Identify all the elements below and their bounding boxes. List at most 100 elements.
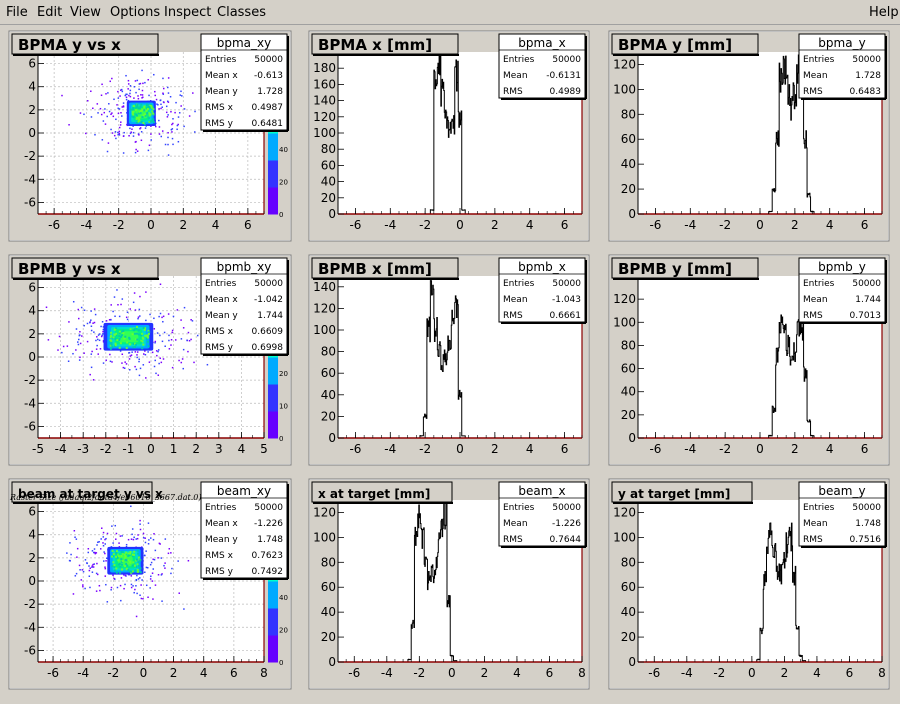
- scatter-point: [120, 88, 123, 91]
- scatter-point: [135, 579, 138, 582]
- heat-cell: [150, 105, 153, 108]
- scatter-point: [137, 95, 139, 97]
- scatter-point: [84, 587, 86, 590]
- heat-cell: [152, 112, 155, 115]
- scatter-point: [170, 572, 172, 575]
- scatter-point: [159, 543, 161, 545]
- scatter-point: [118, 130, 121, 133]
- scatter-point: [139, 577, 141, 579]
- scatter-point: [151, 572, 154, 574]
- y-tick-label: 100: [313, 323, 336, 337]
- scatter-point: [171, 366, 174, 369]
- pad-bpma_x[interactable]: -6-4-20246020406080100120140160180200BPM…: [308, 30, 590, 242]
- menu-edit[interactable]: Edit: [37, 5, 63, 20]
- x-tick-label: -2: [107, 666, 119, 680]
- menu-help[interactable]: Help: [869, 5, 899, 20]
- scatter-point: [162, 358, 165, 360]
- heat-cell: [137, 333, 140, 336]
- heat-cell: [110, 343, 113, 346]
- scatter-point: [96, 562, 98, 565]
- scatter-point: [129, 132, 132, 135]
- scatter-point: [126, 311, 129, 314]
- scatter-point: [149, 578, 152, 580]
- scatter-point: [102, 536, 105, 538]
- scatter-point: [105, 537, 107, 540]
- scatter-point: [132, 585, 134, 587]
- heat-cell: [109, 336, 112, 339]
- menu-options[interactable]: Options: [110, 5, 161, 20]
- heat-cell: [131, 115, 134, 118]
- heat-cell: [116, 556, 119, 559]
- heat-cell: [121, 552, 124, 555]
- scatter-point: [103, 111, 106, 114]
- x-tick-label: 0: [147, 218, 155, 232]
- stats-value: 0.6609: [252, 327, 284, 337]
- stats-value: -1.043: [552, 295, 581, 305]
- stats-name: bpma_y: [818, 36, 865, 50]
- x-tick-label: 4: [526, 442, 534, 456]
- scatter-point: [182, 327, 185, 329]
- scatter-point: [139, 519, 141, 522]
- scatter-point: [122, 152, 125, 154]
- heat-cell: [125, 346, 128, 349]
- heat-cell: [148, 330, 151, 333]
- scatter-point: [187, 559, 190, 562]
- y-tick-label: 60: [321, 580, 336, 594]
- stats-value: 0.7644: [550, 535, 582, 545]
- scatter-point: [81, 569, 84, 571]
- menu-classes[interactable]: Classes: [217, 5, 266, 20]
- menu-inspect[interactable]: Inspect: [164, 5, 212, 20]
- scatter-point: [144, 353, 147, 356]
- stats-value: 0.7013: [850, 311, 882, 321]
- scatter-point: [69, 542, 71, 544]
- heat-cell: [114, 337, 117, 340]
- stats-value: -1.226: [254, 519, 283, 529]
- menu-bar: File Edit View Options Inspect Classes H…: [0, 0, 900, 25]
- scatter-point: [138, 360, 140, 363]
- heat-cell: [138, 107, 141, 110]
- scatter-point: [144, 127, 147, 129]
- stats-label: RMS x: [205, 327, 234, 337]
- pad-bpmb_xy[interactable]: 010203040-5-4-3-2-1012345-6-4-20246BPMB …: [8, 254, 292, 466]
- x-tick-label: 6: [244, 218, 252, 232]
- scatter-point: [139, 315, 141, 317]
- x-tick-label: 6: [546, 666, 554, 680]
- scatter-point: [128, 351, 131, 354]
- scatter-point: [110, 586, 113, 589]
- scatter-point: [121, 535, 123, 537]
- y-tick-label: -2: [24, 373, 36, 387]
- scatter-point: [118, 108, 121, 110]
- scatter-point: [159, 283, 162, 286]
- scatter-point: [113, 577, 115, 580]
- x-tick-label: 6: [861, 218, 869, 232]
- scatter-point: [93, 551, 95, 554]
- menu-file[interactable]: File: [6, 5, 28, 20]
- scatter-point: [131, 528, 134, 530]
- scatter-point: [161, 316, 163, 319]
- scatter-point: [131, 533, 133, 536]
- scatter-point: [128, 135, 130, 137]
- x-tick-label: 6: [861, 442, 869, 456]
- scatter-point: [117, 90, 119, 93]
- heat-cell: [141, 347, 144, 350]
- y-tick-label: 80: [621, 555, 636, 569]
- x-tick-label: 8: [878, 666, 886, 680]
- heat-cell: [145, 109, 148, 112]
- scatter-point: [96, 336, 98, 338]
- x-tick-label: 6: [230, 666, 238, 680]
- scatter-point: [160, 361, 163, 364]
- scatter-point: [117, 107, 119, 110]
- scatter-point: [135, 148, 137, 151]
- scatter-point: [91, 571, 94, 573]
- scatter-point: [116, 586, 119, 589]
- menu-view[interactable]: View: [70, 5, 101, 20]
